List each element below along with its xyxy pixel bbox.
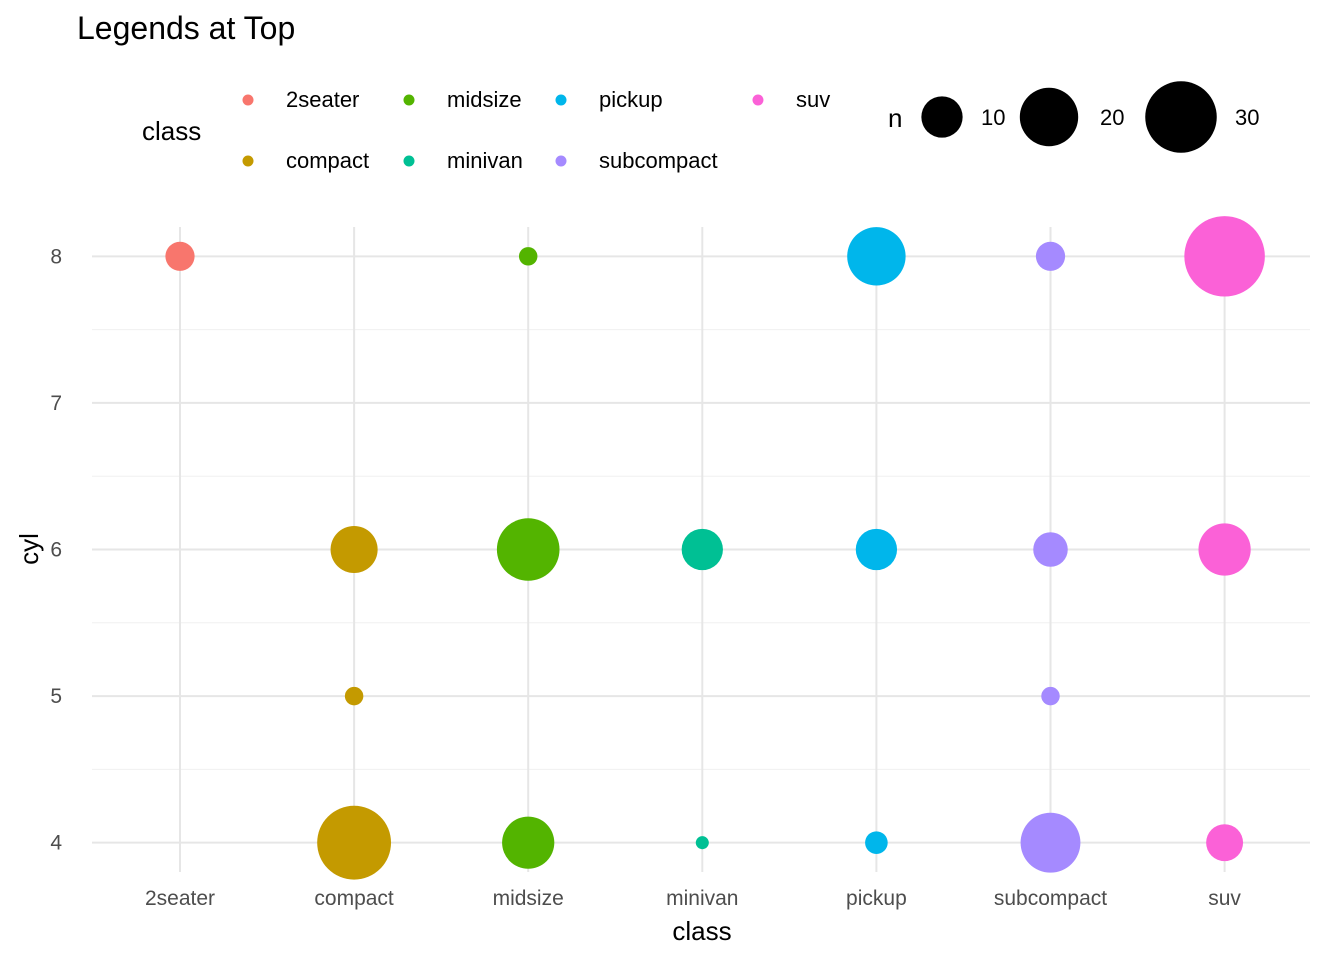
data-point (496, 518, 560, 581)
data-point (1020, 812, 1081, 873)
legend-key-pickup (555, 94, 567, 106)
data-point (518, 247, 538, 266)
y-tick-label: 8 (50, 245, 62, 268)
data-point (165, 241, 195, 271)
size-legend-label-20: 20 (1100, 105, 1125, 130)
legend-key-2seater (242, 94, 254, 106)
data-point (1033, 532, 1068, 567)
data-point (317, 805, 392, 880)
data-point (695, 836, 709, 850)
size-legend-key-30 (1145, 81, 1217, 153)
y-tick-label: 6 (50, 539, 62, 562)
legend-key-suv (752, 94, 764, 106)
data-point (1041, 686, 1060, 706)
legend-label-pickup: pickup (599, 87, 663, 112)
color-legend-title: class (142, 116, 202, 146)
x-tick-label: minivan (666, 887, 738, 910)
data-point (855, 528, 898, 571)
x-axis-title: class (672, 916, 731, 946)
data-point (1206, 824, 1244, 862)
y-tick-label: 4 (50, 832, 62, 855)
data-point (865, 831, 888, 854)
data-point (847, 227, 906, 286)
data-point (502, 816, 555, 869)
size-legend-label-30: 30 (1235, 105, 1260, 130)
legend-label-compact: compact (286, 148, 370, 173)
legend-label-midsize: midsize (447, 87, 522, 112)
y-tick-label: 7 (50, 392, 62, 415)
x-tick-label: midsize (493, 887, 564, 910)
y-axis-title: cyl (14, 533, 44, 565)
data-point (1035, 241, 1066, 271)
data-point (1198, 523, 1251, 576)
legend-label-suv: suv (796, 87, 831, 112)
legend-label-2seater: 2seater (286, 87, 360, 112)
legend-key-compact (242, 155, 254, 167)
legend-label-minivan: minivan (447, 148, 523, 173)
y-tick-label: 5 (50, 685, 62, 708)
x-tick-label: 2seater (145, 887, 215, 910)
data-point (1184, 216, 1265, 297)
x-tick-label: suv (1208, 887, 1241, 910)
size-legend-key-20 (1019, 87, 1079, 147)
size-legend-key-10 (921, 96, 963, 138)
x-tick-label: compact (314, 887, 394, 910)
chart-title: Legends at Top (77, 10, 296, 46)
data-point (330, 525, 378, 574)
size-legend-label-10: 10 (981, 105, 1006, 130)
legend-label-subcompact: subcompact (599, 148, 718, 173)
size-legend-title: n (888, 103, 903, 133)
x-tick-label: pickup (846, 887, 907, 910)
legend-key-subcompact (555, 155, 567, 167)
x-tick-label: subcompact (994, 887, 1107, 910)
data-point (344, 686, 364, 706)
legend-key-minivan (403, 155, 415, 167)
data-point (681, 528, 723, 571)
legend-key-midsize (403, 94, 415, 106)
